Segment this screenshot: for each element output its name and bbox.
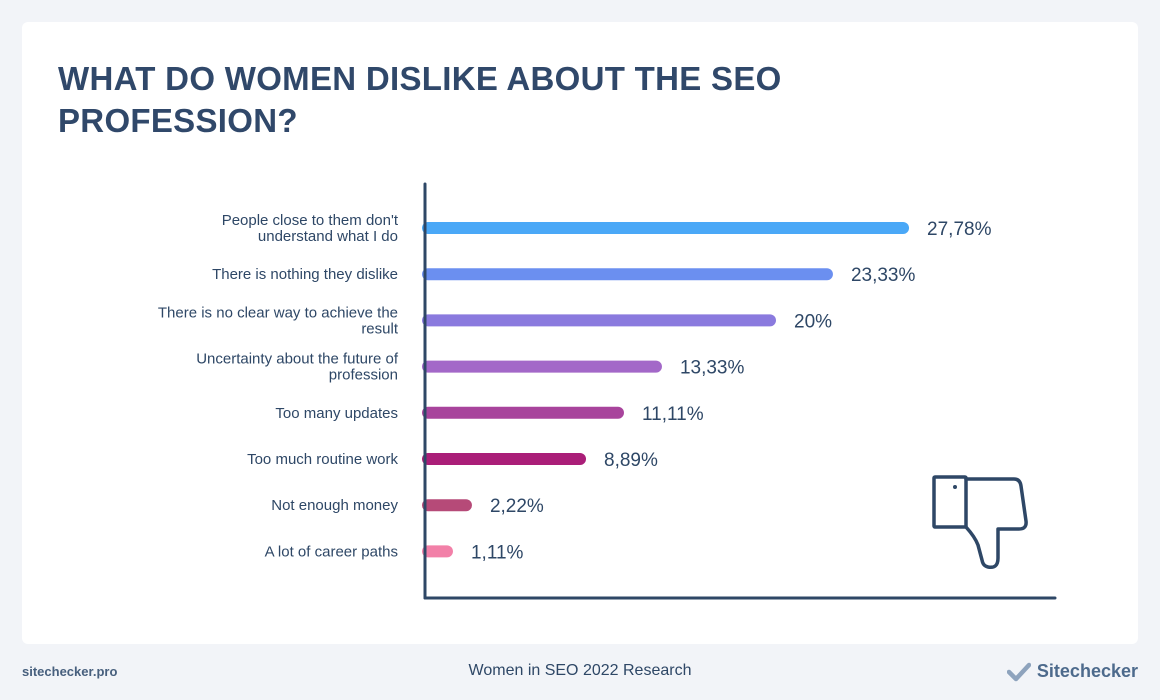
category-label-6: Not enough money <box>271 497 398 514</box>
category-label-7: A lot of career paths <box>265 543 398 560</box>
thumbs-down-icon <box>932 475 1028 570</box>
category-label-line: profession <box>329 367 398 384</box>
bars-layer: 27,78% People close to them don't understa… <box>158 212 992 563</box>
footer-site-link[interactable]: sitechecker.pro <box>22 664 118 679</box>
category-label-line: Too many updates <box>275 405 398 422</box>
category-label-line: There is no clear way to achieve the <box>158 304 398 321</box>
value-label-5: 8,89% <box>604 450 658 471</box>
footer-brand-name: Sitechecker <box>1036 661 1138 681</box>
category-label-line: Uncertainty about the future of <box>196 351 399 368</box>
value-label-0: 27,78% <box>927 219 992 240</box>
value-label-4: 11,11% <box>642 404 704 425</box>
category-label-3: Uncertainty about the future of professio… <box>196 351 399 384</box>
footer: sitechecker.pro Women in SEO 2022 Resear… <box>0 644 1160 700</box>
category-label-2: There is no clear way to achieve the resu… <box>158 304 399 337</box>
category-label-line: People close to them don't <box>222 212 399 229</box>
value-label-2: 20% <box>794 311 832 332</box>
category-label-4: Too many updates <box>275 405 398 422</box>
value-label-7: 1,11% <box>471 542 524 563</box>
chart-card: WHAT DO WOMEN DISLIKE ABOUT THE SEO PROF… <box>22 22 1138 644</box>
check-icon <box>1006 662 1031 681</box>
value-label-1: 23,33% <box>851 265 916 286</box>
category-label-5: Too much routine work <box>247 451 398 468</box>
chart-title: WHAT DO WOMEN DISLIKE ABOUT THE SEO PROF… <box>58 60 782 139</box>
value-label-6: 2,22% <box>490 496 544 517</box>
category-label-line: understand what I do <box>258 228 398 245</box>
category-label-1: There is nothing they dislike <box>212 266 398 283</box>
category-label-line: Too much routine work <box>247 451 398 468</box>
category-label-line: A lot of career paths <box>265 543 398 560</box>
category-label-line: result <box>361 320 399 337</box>
category-label-line: There is nothing they dislike <box>212 266 398 283</box>
category-label-0: People close to them don't understand wha… <box>222 212 399 245</box>
category-label-line: Not enough money <box>271 497 398 514</box>
value-label-3: 13,33% <box>680 358 745 379</box>
footer-caption: Women in SEO 2022 Research <box>468 662 692 679</box>
footer-brand[interactable]: Sitechecker <box>1006 661 1138 682</box>
